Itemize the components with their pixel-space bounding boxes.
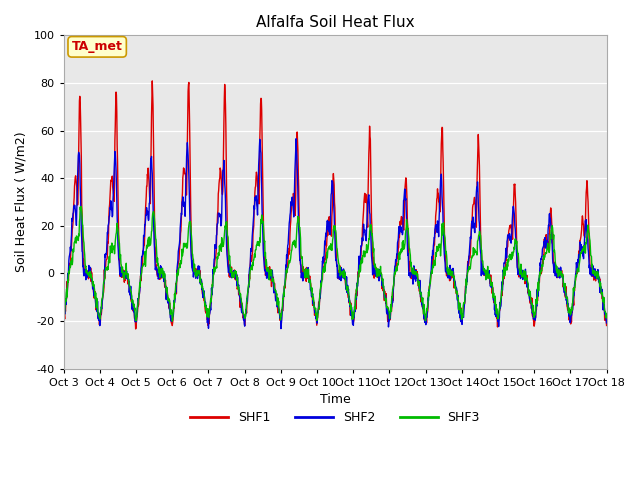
SHF1 <box>420 312 428 317</box>
SHF3 <box>60 315 67 321</box>
SHF1 <box>539 256 547 262</box>
SHF3 <box>168 307 175 313</box>
SHF1 <box>168 317 176 323</box>
Y-axis label: Soil Heat Flux ( W/m2): Soil Heat Flux ( W/m2) <box>15 132 28 272</box>
SHF3 <box>181 244 189 250</box>
SHF2 <box>420 315 428 321</box>
Line: SHF2: SHF2 <box>63 139 607 329</box>
Line: SHF1: SHF1 <box>63 81 607 329</box>
SHF1 <box>603 323 611 328</box>
SHF2 <box>60 321 67 327</box>
Line: SHF3: SHF3 <box>63 206 607 321</box>
Title: Alfalfa Soil Heat Flux: Alfalfa Soil Heat Flux <box>256 15 414 30</box>
SHF1 <box>181 171 189 177</box>
SHF3 <box>420 301 428 307</box>
Legend: SHF1, SHF2, SHF3: SHF1, SHF2, SHF3 <box>185 406 485 429</box>
Text: TA_met: TA_met <box>72 40 123 53</box>
SHF1 <box>491 298 499 303</box>
SHF2 <box>491 299 499 305</box>
SHF2 <box>167 318 175 324</box>
SHF1 <box>60 319 67 324</box>
SHF2 <box>277 326 285 332</box>
SHF1 <box>242 308 250 314</box>
SHF2 <box>603 320 611 326</box>
SHF3 <box>242 307 250 312</box>
SHF2 <box>241 313 249 319</box>
SHF1 <box>132 326 140 332</box>
SHF3 <box>491 301 499 307</box>
SHF3 <box>603 312 611 317</box>
SHF3 <box>77 204 85 209</box>
SHF2 <box>180 200 188 206</box>
SHF2 <box>292 136 300 142</box>
X-axis label: Time: Time <box>320 393 351 406</box>
SHF3 <box>539 264 547 269</box>
SHF2 <box>539 245 547 251</box>
SHF3 <box>168 318 176 324</box>
SHF1 <box>148 78 156 84</box>
